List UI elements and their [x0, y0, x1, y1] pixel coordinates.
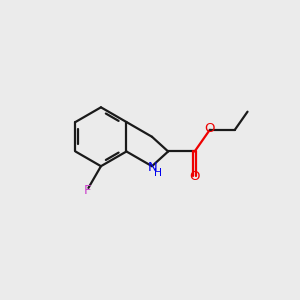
- Text: O: O: [205, 122, 215, 135]
- Text: N: N: [148, 160, 158, 174]
- Text: O: O: [189, 170, 199, 183]
- Text: F: F: [84, 184, 92, 197]
- Text: H: H: [154, 168, 162, 178]
